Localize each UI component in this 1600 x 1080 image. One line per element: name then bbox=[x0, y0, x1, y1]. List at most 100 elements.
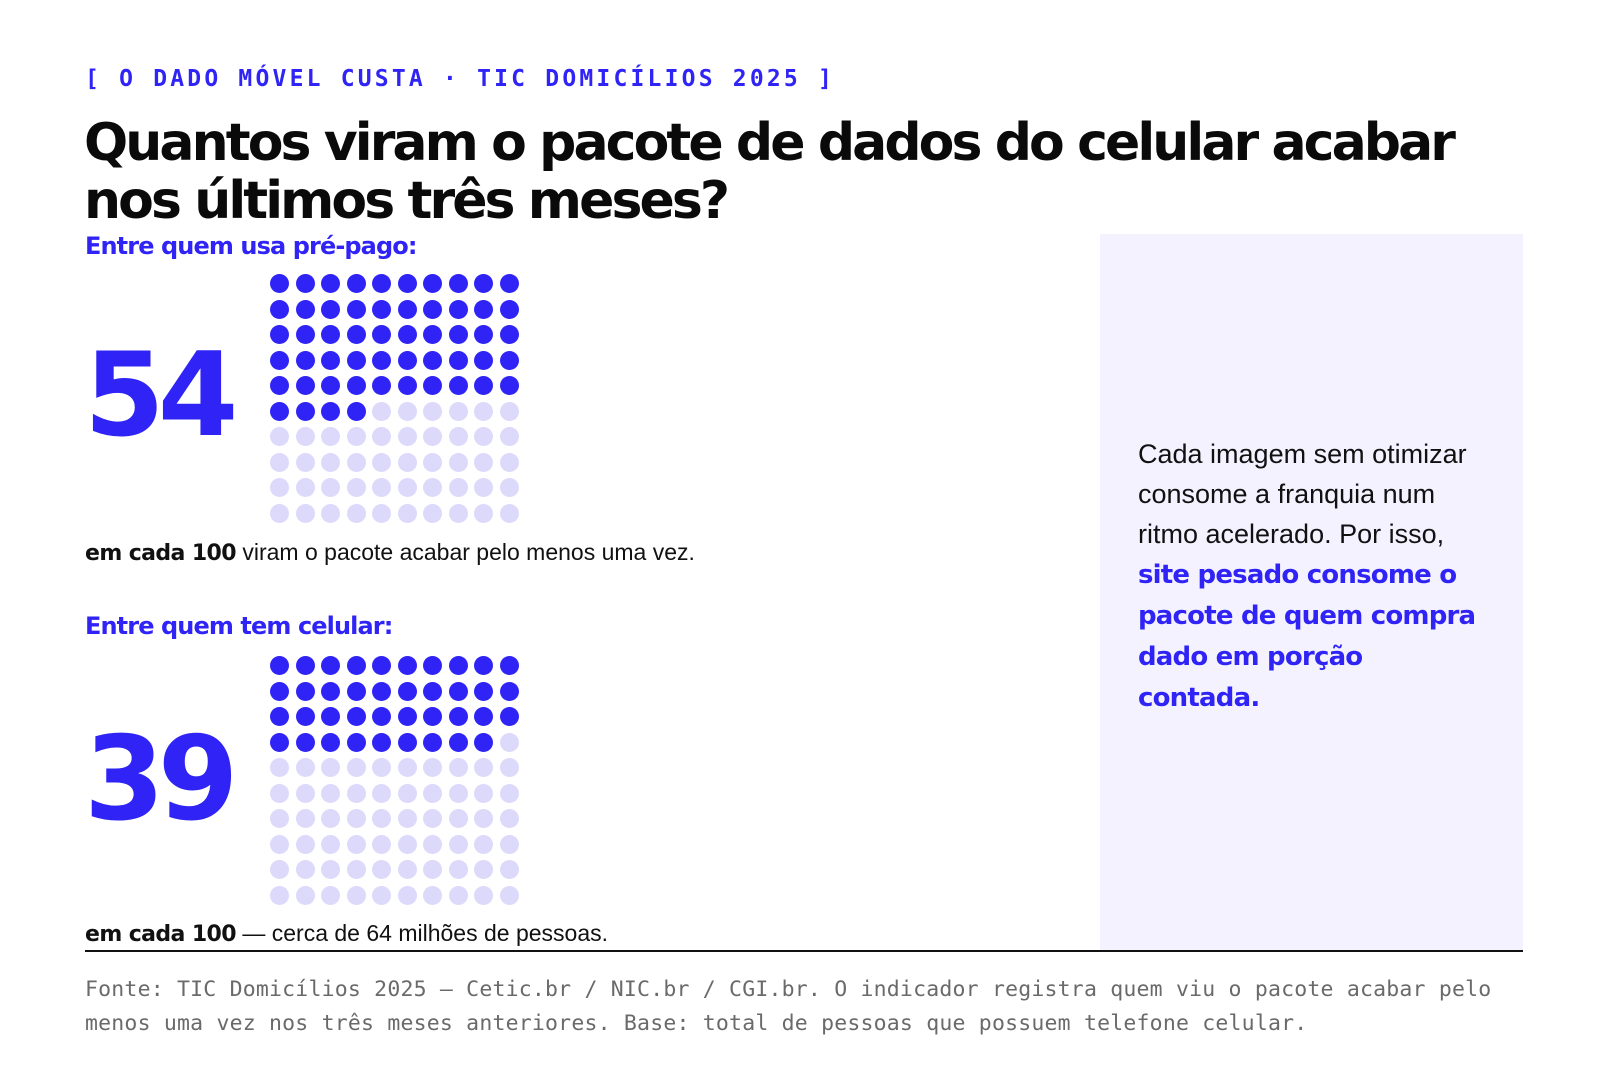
waffle-dot-filled bbox=[397, 707, 417, 726]
waffle-dot-empty bbox=[499, 834, 519, 854]
page-title: Quantos viram o pacote de dados do celul… bbox=[84, 113, 1456, 231]
waffle-dot-empty bbox=[295, 860, 315, 879]
waffle-dot-filled bbox=[448, 325, 468, 344]
waffle-dot-filled bbox=[397, 325, 417, 344]
waffle-dot-empty bbox=[321, 809, 340, 828]
waffle-dot-empty bbox=[295, 885, 315, 905]
big-number-prepaid: 54 bbox=[84, 328, 238, 463]
waffle-dot-filled bbox=[372, 681, 391, 701]
waffle-dot-filled bbox=[270, 299, 289, 319]
waffle-dot-filled bbox=[448, 299, 468, 319]
waffle-dot-filled bbox=[295, 376, 315, 395]
waffle-dot-empty bbox=[346, 478, 366, 497]
waffle-dot-empty bbox=[270, 452, 289, 472]
waffle-dot-empty bbox=[499, 809, 519, 828]
waffle-dot-empty bbox=[474, 452, 493, 472]
waffle-dot-empty bbox=[295, 452, 315, 472]
waffle-dot-empty bbox=[448, 885, 468, 905]
waffle-dot-empty bbox=[423, 860, 442, 879]
waffle-chart-all bbox=[270, 656, 530, 916]
waffle-dot-empty bbox=[499, 401, 519, 421]
waffle-dot-filled bbox=[474, 732, 493, 752]
waffle-dot-filled bbox=[321, 299, 340, 319]
caption-prepaid: em cada 100 viram o pacote acabar pelo m… bbox=[85, 539, 695, 566]
waffle-dot-empty bbox=[270, 783, 289, 803]
waffle-dot-filled bbox=[397, 732, 417, 752]
waffle-dot-empty bbox=[372, 809, 391, 828]
waffle-dot-empty bbox=[448, 452, 468, 472]
waffle-dot-filled bbox=[372, 732, 391, 752]
waffle-dot-filled bbox=[372, 707, 391, 726]
waffle-dot-filled bbox=[499, 350, 519, 370]
side-panel: Cada imagem sem otimizar consome a franq… bbox=[1100, 234, 1523, 950]
waffle-dot-filled bbox=[270, 732, 289, 752]
waffle-dot-filled bbox=[270, 401, 289, 421]
waffle-dot-empty bbox=[295, 427, 315, 446]
waffle-dot-filled bbox=[499, 299, 519, 319]
waffle-dot-filled bbox=[499, 325, 519, 344]
waffle-dot-filled bbox=[295, 681, 315, 701]
waffle-dot-filled bbox=[295, 707, 315, 726]
waffle-dot-filled bbox=[295, 325, 315, 344]
waffle-dot-empty bbox=[346, 452, 366, 472]
big-number-all: 39 bbox=[84, 712, 238, 847]
waffle-dot-filled bbox=[372, 299, 391, 319]
waffle-dot-empty bbox=[474, 758, 493, 777]
waffle-dot-empty bbox=[474, 834, 493, 854]
waffle-dot-empty bbox=[397, 758, 417, 777]
waffle-dot-empty bbox=[321, 860, 340, 879]
waffle-dot-empty bbox=[448, 860, 468, 879]
waffle-dot-filled bbox=[448, 274, 468, 293]
waffle-dot-filled bbox=[270, 274, 289, 293]
waffle-dot-empty bbox=[474, 783, 493, 803]
waffle-dot-empty bbox=[295, 783, 315, 803]
waffle-dot-filled bbox=[474, 656, 493, 675]
waffle-dot-filled bbox=[270, 376, 289, 395]
waffle-dot-filled bbox=[321, 376, 340, 395]
waffle-dot-empty bbox=[499, 732, 519, 752]
waffle-dot-empty bbox=[270, 885, 289, 905]
waffle-dot-empty bbox=[423, 758, 442, 777]
kicker: [ O DADO MÓVEL CUSTA · TIC DOMICÍLIOS 20… bbox=[85, 66, 836, 92]
waffle-dot-empty bbox=[346, 783, 366, 803]
waffle-dot-filled bbox=[346, 299, 366, 319]
waffle-dot-empty bbox=[295, 758, 315, 777]
waffle-dot-filled bbox=[346, 376, 366, 395]
waffle-dot-empty bbox=[474, 503, 493, 523]
waffle-dot-empty bbox=[474, 401, 493, 421]
waffle-dot-empty bbox=[499, 783, 519, 803]
divider bbox=[85, 950, 1523, 952]
waffle-dot-empty bbox=[448, 834, 468, 854]
caption-prepaid-bold: em cada 100 bbox=[85, 541, 237, 566]
waffle-dot-filled bbox=[448, 707, 468, 726]
waffle-dot-filled bbox=[321, 681, 340, 701]
waffle-dot-empty bbox=[270, 834, 289, 854]
waffle-dot-filled bbox=[423, 707, 442, 726]
waffle-dot-empty bbox=[346, 834, 366, 854]
waffle-dot-empty bbox=[372, 478, 391, 497]
waffle-dot-empty bbox=[270, 758, 289, 777]
waffle-dot-filled bbox=[474, 376, 493, 395]
waffle-dot-empty bbox=[321, 885, 340, 905]
section-label-all: Entre quem tem celular: bbox=[85, 612, 393, 640]
waffle-dot-filled bbox=[321, 350, 340, 370]
waffle-dot-filled bbox=[321, 325, 340, 344]
waffle-dot-filled bbox=[295, 656, 315, 675]
waffle-chart-prepaid bbox=[270, 274, 530, 534]
waffle-dot-empty bbox=[499, 503, 519, 523]
waffle-dot-filled bbox=[372, 274, 391, 293]
waffle-dot-empty bbox=[270, 503, 289, 523]
waffle-dot-empty bbox=[448, 427, 468, 446]
waffle-dot-empty bbox=[346, 860, 366, 879]
waffle-dot-filled bbox=[321, 656, 340, 675]
waffle-dot-empty bbox=[397, 401, 417, 421]
waffle-dot-filled bbox=[474, 350, 493, 370]
source-note: Fonte: TIC Domicílios 2025 — Cetic.br / … bbox=[85, 977, 1492, 1036]
waffle-dot-empty bbox=[423, 478, 442, 497]
waffle-dot-empty bbox=[372, 860, 391, 879]
waffle-dot-filled bbox=[346, 401, 366, 421]
waffle-dot-empty bbox=[321, 783, 340, 803]
waffle-dot-filled bbox=[423, 376, 442, 395]
waffle-dot-filled bbox=[295, 350, 315, 370]
waffle-dot-filled bbox=[499, 376, 519, 395]
